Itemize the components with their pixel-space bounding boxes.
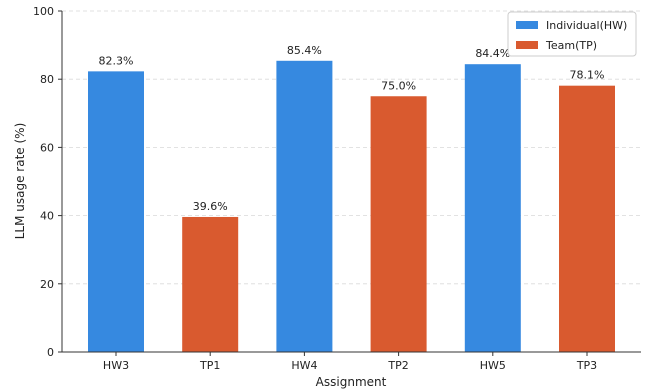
data-label-tp1: 39.6% xyxy=(193,200,228,213)
legend-swatch xyxy=(516,21,538,29)
bar-tp2 xyxy=(370,96,427,352)
ticks: 0 20 40 60 80 100 HW3 TP1 HW4 TP2 HW5 TP3 xyxy=(33,5,597,372)
bars xyxy=(88,60,615,353)
bar-tp1 xyxy=(182,216,239,352)
data-label-hw4: 85.4% xyxy=(287,44,322,57)
y-tick-label: 80 xyxy=(40,73,54,86)
x-tick-label: HW5 xyxy=(480,359,506,372)
bar-hw5 xyxy=(464,64,521,353)
grid-lines xyxy=(62,10,641,285)
y-tick-label: 60 xyxy=(40,141,54,154)
y-tick-label: 40 xyxy=(40,210,54,223)
legend-swatch xyxy=(516,41,538,49)
bar-hw3 xyxy=(88,71,144,353)
y-tick-label: 0 xyxy=(47,346,54,359)
bar-hw4 xyxy=(276,60,333,352)
y-axis-label: LLM usage rate (%) xyxy=(13,123,27,240)
legend-label: Team(TP) xyxy=(545,39,597,52)
axes xyxy=(61,11,641,353)
data-labels: 82.3% 39.6% 85.4% 75.0% 84.4% 78.1% xyxy=(99,44,605,213)
x-tick-label: TP2 xyxy=(387,359,408,372)
y-tick-label: 20 xyxy=(40,278,54,291)
x-tick-label: HW4 xyxy=(291,359,317,372)
x-axis-label: Assignment xyxy=(316,375,387,389)
legend-frame xyxy=(507,11,637,57)
x-tick-label: HW3 xyxy=(103,359,129,372)
legend: Individual(HW) Team(TP) xyxy=(507,11,637,57)
data-label-hw3: 82.3% xyxy=(99,54,134,67)
data-label-tp3: 78.1% xyxy=(570,69,605,82)
data-label-tp2: 75.0% xyxy=(381,79,416,92)
x-tick-label: TP1 xyxy=(199,359,220,372)
x-tick-label: TP3 xyxy=(576,359,597,372)
data-label-hw5: 84.4% xyxy=(475,47,510,60)
y-tick-label: 100 xyxy=(33,5,54,18)
bar-tp3 xyxy=(559,85,615,352)
legend-label: Individual(HW) xyxy=(546,19,627,32)
